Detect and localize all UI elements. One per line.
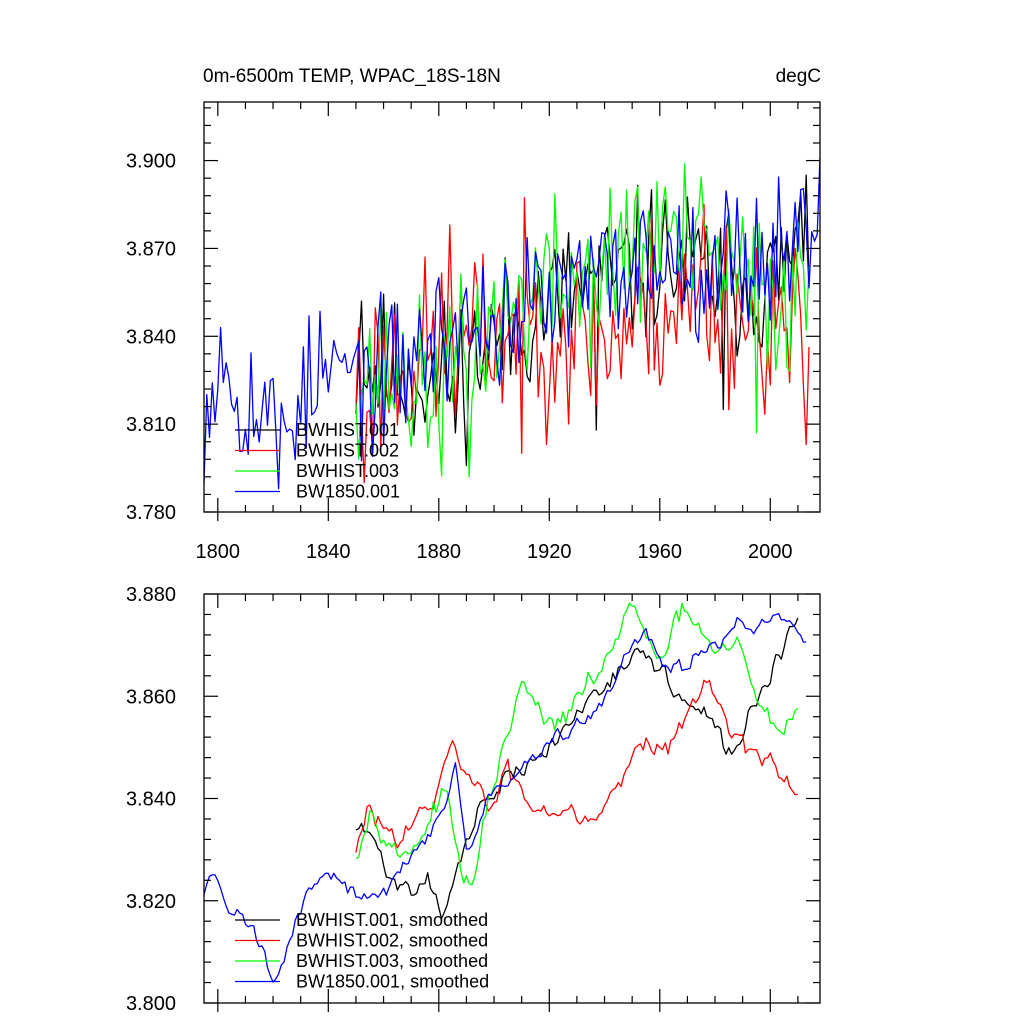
series-line-3	[204, 157, 820, 490]
y-tick-label: 3.880	[126, 584, 176, 606]
y-tick-label: 3.820	[126, 891, 176, 913]
legend-label: BWHIST.002	[296, 441, 399, 461]
x-tick-label: 1880	[417, 541, 462, 563]
legend-label: BW1850.001, smoothed	[296, 972, 489, 992]
legend-label: BWHIST.001	[296, 420, 399, 440]
bottom-panel: 3.800 3.820 3.840 3.860 3.880 BWHIST.001, smo…	[126, 584, 821, 1015]
y-tick-label: 3.860	[126, 686, 176, 708]
y-tick-label: 3.870	[126, 238, 176, 260]
series-line-2	[355, 602, 799, 886]
top-panel: 3.780 3.810 3.840 3.870 3.900 1800 1840 1880 192…	[126, 101, 821, 563]
legend-label: BWHIST.001, smoothed	[296, 910, 488, 930]
x-tick-label: 1800	[196, 541, 241, 563]
series-line-2	[355, 163, 810, 478]
series-line-0	[355, 617, 799, 920]
series-group	[204, 157, 820, 490]
legend-label: BWHIST.002, smoothed	[296, 931, 488, 951]
series-line-1	[355, 679, 798, 853]
plot-frame	[203, 101, 821, 513]
chart-title: 0m-6500m TEMP, WPAC_18S-18N	[203, 66, 501, 87]
y-tick-label: 3.900	[126, 151, 176, 173]
y-tick-label: 3.780	[126, 502, 176, 524]
series-group	[204, 602, 807, 983]
y-tick-label: 3.810	[126, 414, 176, 436]
x-tick-label: 1840	[306, 541, 351, 563]
x-tick-label: 2000	[748, 541, 793, 563]
legend-label: BWHIST.003	[296, 461, 399, 481]
y-tick-label: 3.800	[126, 993, 176, 1015]
chart-units: degC	[776, 66, 821, 87]
legend-label: BWHIST.003, smoothed	[296, 951, 488, 971]
x-tick-label: 1960	[638, 541, 683, 563]
legend-label: BW1850.001	[296, 482, 400, 502]
y-tick-label: 3.840	[126, 326, 176, 348]
y-tick-label: 3.840	[126, 789, 176, 811]
series-line-3	[204, 612, 807, 983]
x-tick-label: 1920	[527, 541, 572, 563]
